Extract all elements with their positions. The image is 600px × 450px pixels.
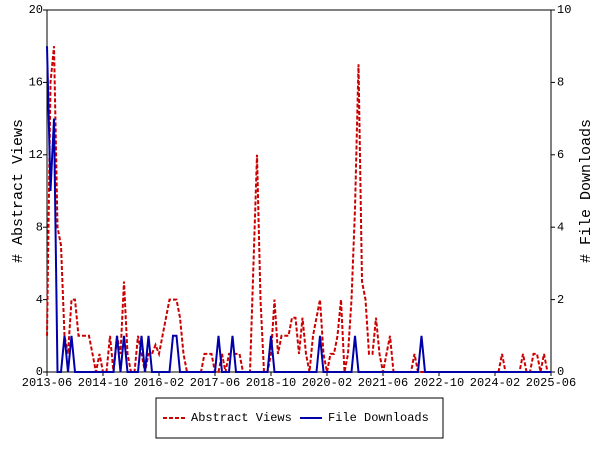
y2-axis-title: # File Downloads bbox=[578, 119, 595, 263]
x-tick-label: 2018-10 bbox=[246, 376, 296, 390]
y2-tick-label: 4 bbox=[557, 220, 564, 234]
x-tick-label: 2024-02 bbox=[470, 376, 520, 390]
legend bbox=[155, 397, 444, 439]
x-tick-label: 2021-06 bbox=[358, 376, 408, 390]
y-tick-label: 16 bbox=[29, 76, 43, 90]
series-line bbox=[46, 46, 551, 373]
x-tick-label: 2014-10 bbox=[78, 376, 128, 390]
y-tick-label: 0 bbox=[36, 365, 43, 379]
x-tick-label: 2025-06 bbox=[526, 376, 576, 390]
x-tick-label: 2013-06 bbox=[22, 376, 72, 390]
y2-tick-label: 6 bbox=[557, 148, 564, 162]
y-tick-label: 8 bbox=[36, 220, 43, 234]
y2-tick-label: 2 bbox=[557, 293, 564, 307]
y-tick-label: 20 bbox=[29, 3, 43, 17]
y2-tick-label: 10 bbox=[557, 3, 571, 17]
x-tick-label: 2016-02 bbox=[134, 376, 184, 390]
series-line bbox=[46, 46, 551, 373]
y-axis-title: # Abstract Views bbox=[10, 119, 27, 263]
legend-label: Abstract Views bbox=[191, 411, 292, 425]
x-tick-label: 2022-10 bbox=[414, 376, 464, 390]
y2-tick-label: 0 bbox=[557, 365, 564, 379]
legend-label: File Downloads bbox=[328, 411, 429, 425]
y-tick-label: 12 bbox=[29, 148, 43, 162]
y-tick-label: 4 bbox=[36, 293, 43, 307]
x-tick-label: 2020-02 bbox=[302, 376, 352, 390]
y2-tick-label: 8 bbox=[557, 76, 564, 90]
x-tick-label: 2017-06 bbox=[190, 376, 240, 390]
